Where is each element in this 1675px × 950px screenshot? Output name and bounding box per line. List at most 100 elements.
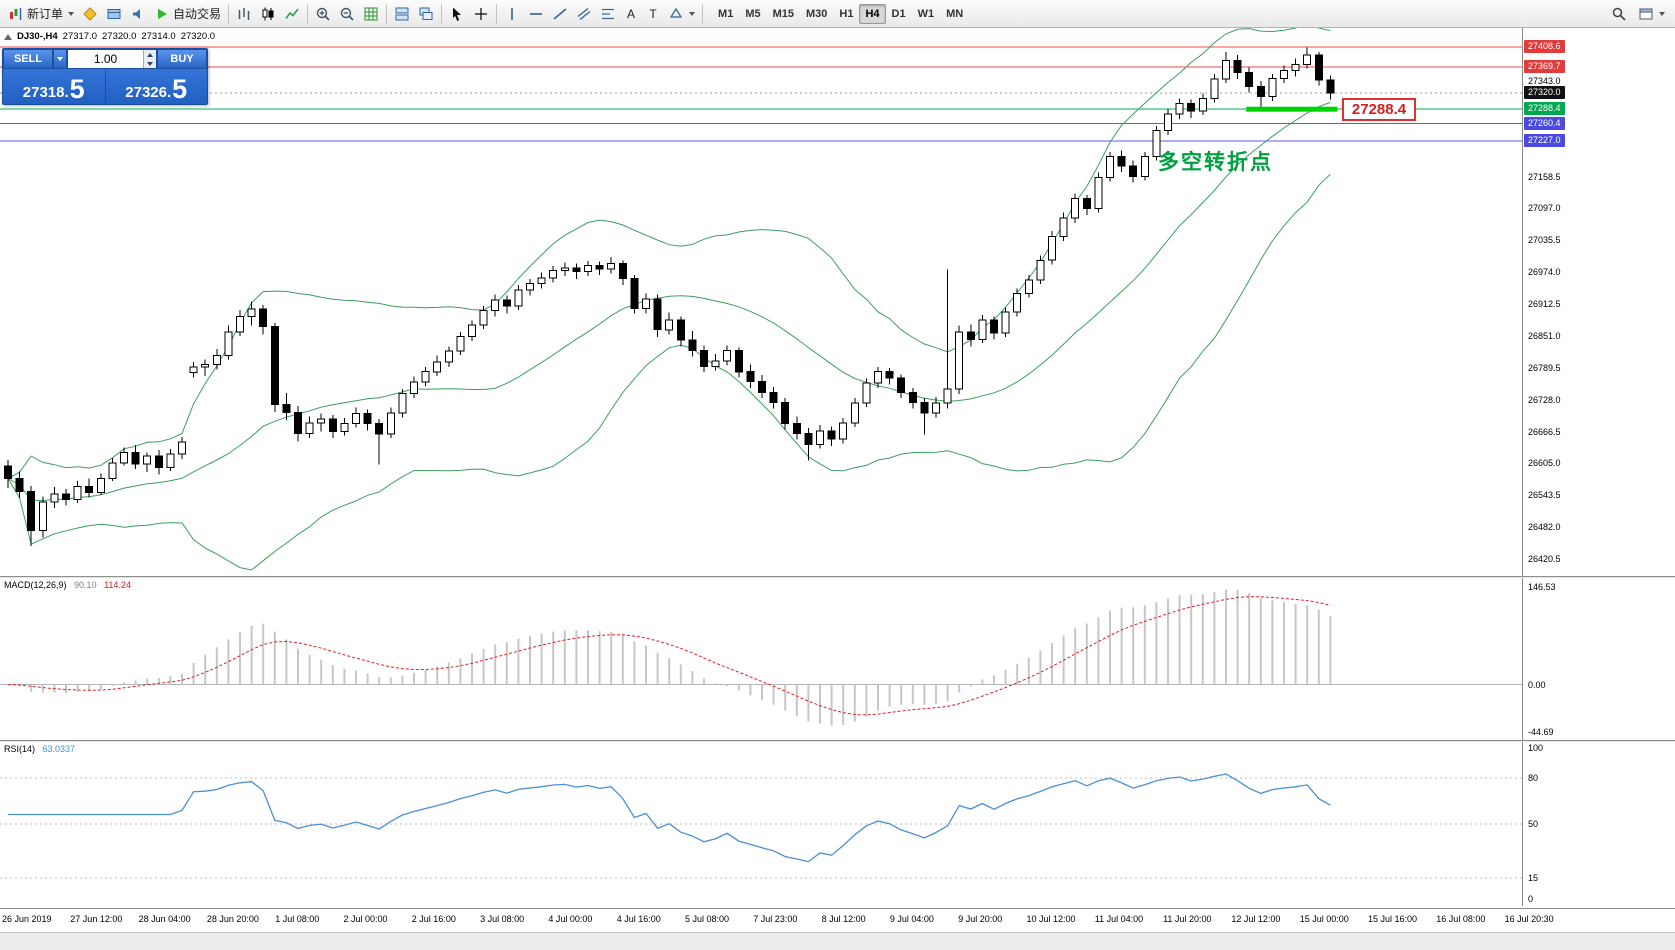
macd-signal-value: 114.24	[104, 580, 131, 590]
sell-price-pip: 5	[69, 74, 85, 104]
text-label-button[interactable]: T	[642, 3, 664, 25]
timeframe-M5[interactable]: M5	[745, 7, 761, 20]
sell-price-main: 27318.	[22, 84, 69, 101]
alerts-icon	[130, 6, 146, 22]
timeframe-D1[interactable]: D1	[891, 7, 906, 20]
text-button-label: A	[627, 6, 636, 21]
toolbar-separator	[307, 3, 309, 24]
volume-up-button[interactable]	[144, 50, 156, 59]
price-axis-label: 26789.5	[1528, 362, 1561, 373]
timeframe-H1[interactable]: H1	[839, 7, 854, 20]
rsi-chart[interactable]	[0, 742, 1522, 906]
line-chart-button[interactable]	[280, 3, 304, 25]
time-axis-label: 9 Jul 20:00	[958, 914, 1003, 924]
trendline-button[interactable]	[548, 3, 572, 25]
text-button[interactable]: A	[620, 3, 642, 25]
time-axis-label: 4 Jul 16:00	[616, 914, 661, 924]
price-axis-label: 26912.5	[1528, 299, 1561, 310]
indicator-list-button[interactable]	[78, 3, 102, 25]
time-axis-label: 7 Jul 23:00	[753, 914, 798, 924]
price-axis-label: 26728.0	[1528, 394, 1561, 405]
time-axis-label: 11 Jul 04:00	[1094, 914, 1144, 924]
sell-button[interactable]: SELL	[3, 49, 53, 69]
fibonacci-button[interactable]	[596, 3, 620, 25]
volume-stepper[interactable]	[143, 50, 156, 68]
tile-windows-button[interactable]	[390, 3, 414, 25]
new-window-button[interactable]	[1634, 3, 1669, 25]
time-axis-label: 11 Jul 20:00	[1163, 914, 1212, 924]
grid-button[interactable]	[359, 3, 383, 25]
time-axis-label: 15 Jul 00:00	[1299, 914, 1349, 924]
timeframe-H4[interactable]: H4	[859, 3, 886, 24]
search-icon	[1611, 6, 1627, 22]
price-level-callout: 27288.4	[1342, 98, 1416, 122]
zoom-out-button[interactable]	[335, 3, 359, 25]
time-axis-label: 3 Jul 08:00	[480, 914, 525, 924]
candlestick-chart-button[interactable]	[256, 3, 280, 25]
cursor-icon	[449, 6, 465, 22]
rsi-axis-label: 15	[1528, 872, 1539, 883]
rsi-panel[interactable]: RSI(14) 63.0337	[0, 742, 1522, 906]
channel-button[interactable]	[572, 3, 596, 25]
timeframe-W1[interactable]: W1	[917, 7, 935, 20]
time-axis-label: 1 Jul 08:00	[275, 914, 320, 924]
macd-header: MACD(12,26,9) 90.10 114.24	[4, 580, 131, 590]
time-axis[interactable]: 26 Jun 2019 27 Jun 12:00 28 Jun 04:00 28 Ju…	[0, 908, 1675, 932]
macd-chart[interactable]	[0, 578, 1522, 740]
autotrading-button[interactable]: 自动交易	[150, 3, 225, 25]
new-order-button[interactable]: 新订单	[4, 3, 78, 25]
macd-panel[interactable]: MACD(12,26,9) 90.10 114.24	[0, 578, 1522, 740]
time-axis-label: 4 Jul 00:00	[548, 914, 593, 924]
price-axis-label: 26974.0	[1528, 267, 1561, 278]
cursor-button[interactable]	[445, 3, 469, 25]
chart-window: DJ30-,H4 27317.0 27320.0 27314.0 27320.0…	[0, 28, 1675, 950]
cascade-windows-icon	[418, 6, 434, 22]
sell-dropdown-button[interactable]	[53, 49, 67, 69]
volume-down-button[interactable]	[144, 59, 156, 68]
chevron-down-icon	[68, 11, 75, 16]
toolbar: 新订单 自动交易 A T M1 M5 M15 M30 H1 H4 D1 W1 MN	[0, 0, 1675, 28]
search-button[interactable]	[1607, 3, 1631, 25]
timeframe-MN[interactable]: MN	[946, 7, 964, 20]
time-axis-label: 2 Jul 00:00	[343, 914, 388, 924]
rsi-title: RSI(14)	[4, 744, 36, 754]
cascade-windows-button[interactable]	[414, 3, 438, 25]
toolbar-left: 新订单 自动交易 A T	[4, 3, 706, 25]
vertical-line-button[interactable]	[500, 3, 524, 25]
time-axis-label: 9 Jul 04:00	[889, 914, 934, 924]
autotrading-button-label: 自动交易	[173, 7, 222, 21]
horizontal-line-button[interactable]	[524, 3, 548, 25]
time-axis-label: 12 Jul 12:00	[1231, 914, 1281, 924]
buy-button[interactable]: BUY	[157, 49, 207, 69]
volume-input[interactable]	[68, 50, 143, 68]
timeframe-M15[interactable]: M15	[772, 7, 794, 20]
time-axis-label: 26 Jun 2019	[2, 914, 52, 924]
macd-axis: 146.53 0.00 -44.69	[1522, 578, 1675, 740]
timeframe-M1[interactable]: M1	[718, 7, 734, 20]
shapes-button[interactable]	[664, 3, 699, 25]
sell-price[interactable]: 27318. 5	[3, 69, 106, 104]
price-axis-label: 26605.0	[1528, 458, 1561, 469]
alerts-button[interactable]	[126, 3, 150, 25]
buy-price[interactable]: 27326. 5	[106, 69, 208, 104]
text-label-button-label: T	[649, 6, 657, 21]
rsi-axis-label: 80	[1528, 772, 1539, 783]
profiles-button[interactable]	[102, 3, 126, 25]
price-axis-label: 26543.5	[1528, 490, 1561, 501]
bar-chart-button[interactable]	[232, 3, 256, 25]
panel-splitter[interactable]	[0, 576, 1675, 578]
price-axis[interactable]: 27343.0 27158.5 27097.0 27035.5 26974.0 26912…	[1522, 28, 1675, 576]
rsi-axis-label: 50	[1528, 819, 1539, 829]
timeframe-M30[interactable]: M30	[806, 7, 828, 20]
main-chart[interactable]	[0, 28, 1522, 576]
grid-icon	[363, 6, 379, 22]
price-axis-label: 27097.0	[1528, 203, 1561, 214]
time-axis-label: 16 Jul 08:00	[1436, 914, 1486, 924]
candlestick-icon	[260, 6, 276, 22]
crosshair-button[interactable]	[469, 3, 493, 25]
zoom-in-button[interactable]	[311, 3, 335, 25]
expand-panel-icon[interactable]	[4, 33, 12, 40]
chevron-down-icon	[1659, 12, 1665, 16]
panel-splitter[interactable]	[0, 740, 1675, 742]
rsi-axis-label: 0	[1528, 894, 1534, 904]
